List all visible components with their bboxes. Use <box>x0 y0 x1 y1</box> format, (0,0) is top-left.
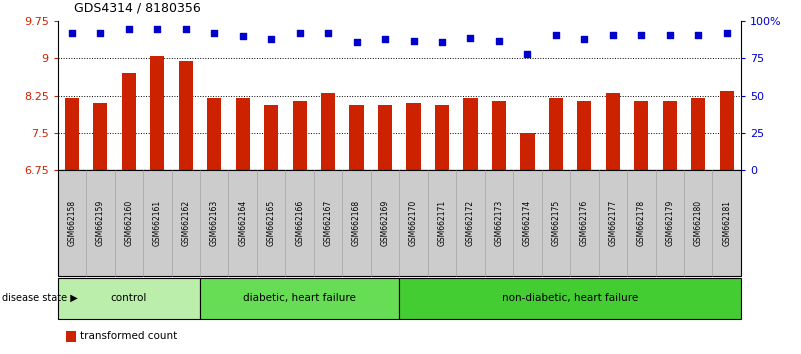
Bar <box>719 91 734 170</box>
Point <box>350 39 363 45</box>
Text: GSM662162: GSM662162 <box>181 200 191 246</box>
Bar <box>93 103 107 170</box>
Bar <box>435 105 449 170</box>
Bar <box>122 73 136 170</box>
Text: GSM662166: GSM662166 <box>295 200 304 246</box>
Point <box>179 26 192 32</box>
Point <box>692 32 705 38</box>
Bar <box>691 98 706 170</box>
Point <box>265 36 278 42</box>
Text: GSM662163: GSM662163 <box>210 200 219 246</box>
Text: GSM662176: GSM662176 <box>580 200 589 246</box>
Point <box>66 30 78 36</box>
Text: GSM662171: GSM662171 <box>437 200 446 246</box>
Text: diabetic, heart failure: diabetic, heart failure <box>244 293 356 303</box>
Text: GSM662178: GSM662178 <box>637 200 646 246</box>
Text: GSM662173: GSM662173 <box>494 200 504 246</box>
Bar <box>235 98 250 170</box>
Text: non-diabetic, heart failure: non-diabetic, heart failure <box>502 293 638 303</box>
Bar <box>406 103 421 170</box>
Point <box>578 36 591 42</box>
Bar <box>378 105 392 170</box>
Text: GSM662179: GSM662179 <box>666 200 674 246</box>
Point <box>521 51 533 57</box>
Text: transformed count: transformed count <box>80 331 177 341</box>
Bar <box>65 98 79 170</box>
Text: GSM662181: GSM662181 <box>723 200 731 246</box>
Text: GSM662158: GSM662158 <box>67 200 76 246</box>
Bar <box>264 105 278 170</box>
Bar <box>662 101 677 170</box>
Point <box>151 26 163 32</box>
Point <box>436 39 449 45</box>
Point <box>606 32 619 38</box>
Point <box>123 26 135 32</box>
Text: GSM662159: GSM662159 <box>96 200 105 246</box>
Point <box>322 30 335 36</box>
Point <box>94 30 107 36</box>
Bar <box>321 93 336 170</box>
Bar <box>463 98 477 170</box>
Text: GSM662168: GSM662168 <box>352 200 361 246</box>
Text: GSM662160: GSM662160 <box>124 200 133 246</box>
Bar <box>292 101 307 170</box>
Bar <box>634 101 648 170</box>
Text: GSM662169: GSM662169 <box>380 200 389 246</box>
Bar <box>151 56 164 170</box>
Bar <box>549 98 563 170</box>
Text: GSM662172: GSM662172 <box>466 200 475 246</box>
Point <box>549 32 562 38</box>
Text: GSM662161: GSM662161 <box>153 200 162 246</box>
Bar <box>349 105 364 170</box>
Text: GSM662180: GSM662180 <box>694 200 702 246</box>
Text: GSM662174: GSM662174 <box>523 200 532 246</box>
Point <box>407 38 420 44</box>
Point <box>207 30 220 36</box>
Point <box>236 33 249 39</box>
Text: GSM662164: GSM662164 <box>238 200 248 246</box>
Point <box>293 30 306 36</box>
Text: GSM662177: GSM662177 <box>608 200 618 246</box>
Point <box>464 35 477 40</box>
Point <box>663 32 676 38</box>
Text: GSM662175: GSM662175 <box>551 200 561 246</box>
Bar <box>492 101 506 170</box>
Text: control: control <box>111 293 147 303</box>
Point <box>635 32 648 38</box>
Bar <box>179 61 193 170</box>
Point <box>720 30 733 36</box>
Point <box>493 38 505 44</box>
Text: GDS4314 / 8180356: GDS4314 / 8180356 <box>74 1 200 14</box>
Bar <box>606 93 620 170</box>
Text: GSM662167: GSM662167 <box>324 200 332 246</box>
Bar <box>521 133 534 170</box>
Bar <box>207 98 221 170</box>
Bar <box>578 101 591 170</box>
Text: GSM662170: GSM662170 <box>409 200 418 246</box>
Text: disease state ▶: disease state ▶ <box>2 293 78 303</box>
Point <box>379 36 392 42</box>
Text: GSM662165: GSM662165 <box>267 200 276 246</box>
